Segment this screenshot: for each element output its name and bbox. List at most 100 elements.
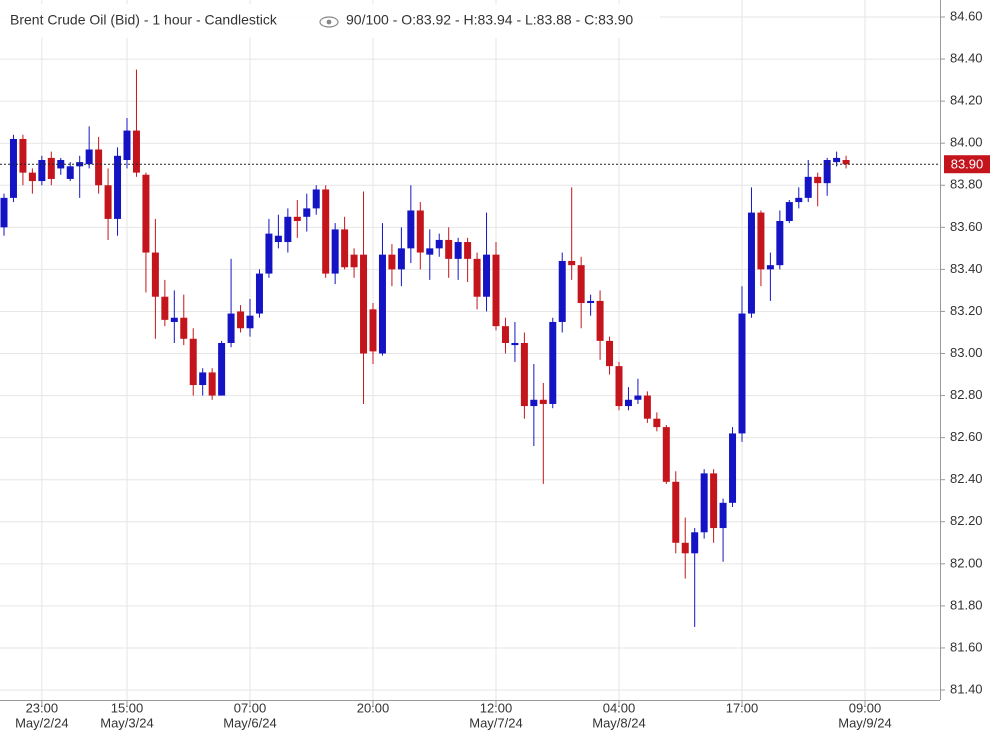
candle-body bbox=[596, 300, 604, 341]
x-tick-label: 20:00 bbox=[357, 700, 390, 715]
x-tick-label: 23:00 bbox=[26, 700, 59, 715]
candle-body bbox=[397, 248, 405, 270]
y-tick-label: 82.60 bbox=[950, 429, 983, 444]
candle-body bbox=[473, 258, 481, 297]
candle-body bbox=[378, 254, 386, 354]
x-tick-label: 04:00 bbox=[603, 700, 636, 715]
candle-body bbox=[747, 212, 755, 314]
y-tick-label: 82.40 bbox=[950, 471, 983, 486]
candle-body bbox=[738, 313, 746, 434]
candle-body bbox=[719, 502, 727, 529]
x-tick-label: 07:00 bbox=[234, 700, 267, 715]
candle-body bbox=[199, 372, 207, 386]
candle-body bbox=[142, 174, 150, 253]
y-tick-label: 82.80 bbox=[950, 387, 983, 402]
x-date-label: May/6/24 bbox=[223, 715, 276, 730]
candle-body bbox=[218, 342, 226, 396]
candle-body bbox=[549, 321, 557, 404]
candle-body bbox=[274, 235, 282, 243]
ohlc-readout: 90/100 - O:83.92 - H:83.94 - L:83.88 - C… bbox=[346, 12, 633, 28]
candle-body bbox=[464, 242, 472, 259]
x-tick-label: 09:00 bbox=[849, 700, 882, 715]
candle-body bbox=[95, 149, 103, 186]
candle-body bbox=[710, 473, 718, 529]
candle-body bbox=[312, 189, 320, 209]
candle-body bbox=[407, 210, 415, 249]
candle-body bbox=[114, 155, 122, 219]
candle-body bbox=[255, 273, 263, 314]
candle-body bbox=[653, 418, 661, 428]
candle-body bbox=[615, 366, 623, 407]
candle-body bbox=[9, 138, 17, 198]
grid bbox=[0, 0, 945, 705]
candle-body bbox=[539, 399, 547, 404]
candle-body bbox=[634, 395, 642, 400]
candle-body bbox=[520, 342, 528, 407]
candle-body bbox=[643, 395, 651, 419]
candle-body bbox=[303, 208, 311, 217]
candle-body bbox=[104, 185, 112, 219]
candle-body bbox=[426, 248, 434, 255]
candle-body bbox=[123, 130, 131, 161]
candle-body bbox=[842, 160, 850, 165]
x-date-label: May/8/24 bbox=[592, 715, 645, 730]
y-tick-label: 83.20 bbox=[950, 303, 983, 318]
candle-body bbox=[331, 229, 339, 274]
candle-body bbox=[445, 239, 453, 259]
last-price-label: 83.90 bbox=[951, 157, 984, 172]
candle-body bbox=[161, 296, 169, 320]
candle-body bbox=[776, 221, 784, 266]
candle-body bbox=[511, 342, 519, 346]
candle-body bbox=[350, 254, 358, 268]
candle-body bbox=[766, 265, 774, 270]
candle-body bbox=[823, 160, 831, 184]
y-tick-label: 82.00 bbox=[950, 555, 983, 570]
candle-body bbox=[662, 427, 670, 482]
y-tick-label: 84.00 bbox=[950, 135, 983, 150]
candle-body bbox=[66, 166, 74, 179]
candle-body bbox=[85, 149, 93, 165]
candle-body bbox=[814, 176, 822, 184]
candle-body bbox=[265, 233, 273, 274]
candle-body bbox=[237, 311, 245, 329]
candle-body bbox=[795, 197, 803, 203]
candle-body bbox=[76, 162, 84, 167]
candle-body bbox=[341, 229, 349, 268]
candle-body bbox=[587, 300, 595, 304]
y-tick-label: 83.00 bbox=[950, 345, 983, 360]
candle-body bbox=[530, 399, 538, 407]
candle-body bbox=[624, 399, 632, 407]
candle-body bbox=[246, 315, 254, 329]
x-tick-label: 17:00 bbox=[726, 700, 759, 715]
candle-body bbox=[170, 317, 178, 322]
candle-body bbox=[577, 265, 585, 304]
y-tick-label: 81.80 bbox=[950, 597, 983, 612]
candle-body bbox=[180, 317, 188, 339]
x-tick-label: 12:00 bbox=[480, 700, 513, 715]
candle-body bbox=[208, 372, 216, 396]
last-price-box bbox=[944, 155, 990, 174]
candle-body bbox=[833, 157, 841, 163]
candle-body bbox=[691, 532, 699, 554]
x-tick-label: 15:00 bbox=[111, 700, 144, 715]
candle-body bbox=[227, 313, 235, 343]
candle-body bbox=[700, 473, 708, 533]
x-date-label: May/3/24 bbox=[100, 715, 153, 730]
candle-body bbox=[729, 433, 737, 503]
candle-body bbox=[0, 197, 8, 228]
candle-body bbox=[360, 254, 368, 354]
candle-body bbox=[757, 212, 765, 270]
y-tick-label: 84.40 bbox=[950, 51, 983, 66]
candle-body bbox=[416, 210, 424, 253]
candle-body bbox=[189, 338, 197, 386]
candle-body bbox=[785, 202, 793, 222]
candle-body bbox=[672, 481, 680, 543]
candle-body bbox=[47, 157, 55, 179]
y-tick-label: 83.80 bbox=[950, 177, 983, 192]
y-tick-label: 81.60 bbox=[950, 639, 983, 654]
candle-body bbox=[568, 260, 576, 266]
x-date-label: May/2/24 bbox=[15, 715, 68, 730]
x-date-label: May/7/24 bbox=[469, 715, 522, 730]
